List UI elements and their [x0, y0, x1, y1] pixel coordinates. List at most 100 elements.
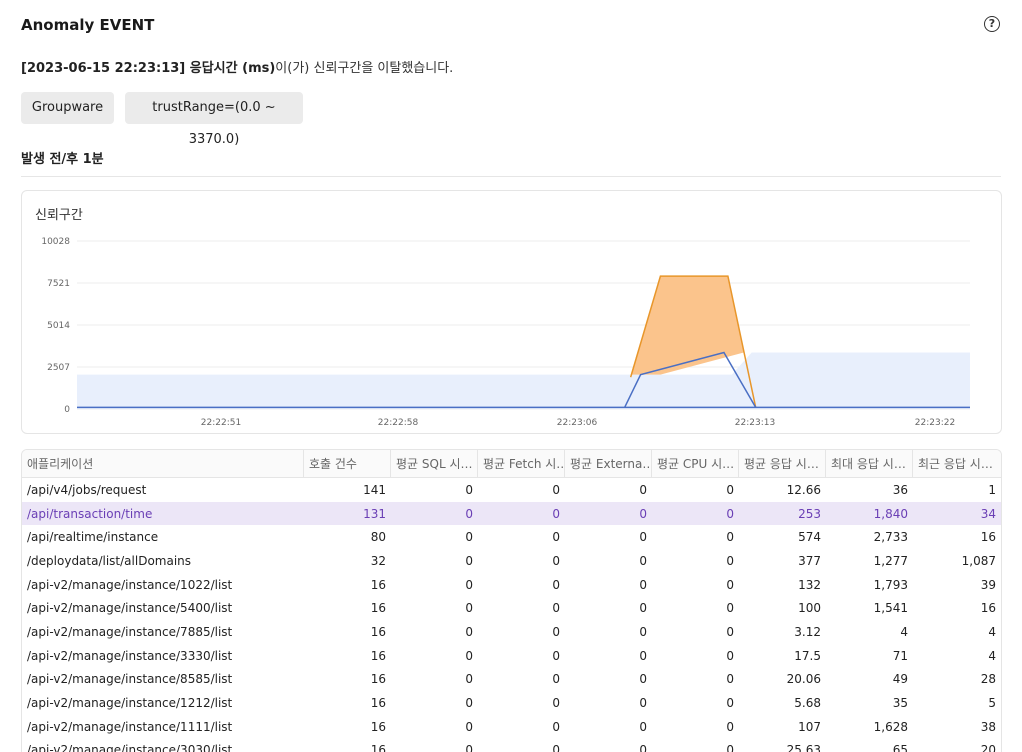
table-cell: 0 — [552, 482, 560, 497]
column-header[interactable]: 평균 CPU 시… — [652, 450, 739, 477]
table-row[interactable]: /api-v2/manage/instance/1022/list 16 0 0 0 0 1… — [22, 573, 1001, 597]
table-cell: 0 — [639, 672, 647, 687]
table-cell: 0 — [465, 601, 473, 616]
table-row[interactable]: /api/realtime/instance 80 0 0 0 0 574 2,733 16 — [22, 525, 1001, 549]
table-row[interactable]: /deploydata/list/allDomains 32 0 0 0 0 377 1,27… — [22, 549, 1001, 573]
table-row[interactable]: /api-v2/manage/instance/7885/list 16 0 0 0 0 3… — [22, 620, 1001, 644]
question-circle-icon[interactable]: ? — [984, 16, 1000, 32]
table-cell: /api-v2/manage/instance/3330/list — [27, 648, 233, 663]
tag-trust-range[interactable]: trustRange=(0.0 ~ 3370.0) — [125, 92, 303, 147]
table-cell: 0 — [465, 506, 473, 521]
table-cell: /api/v4/jobs/request — [27, 482, 147, 497]
table-cell: /api-v2/manage/instance/1022/list — [27, 577, 233, 592]
table-cell: 100 — [798, 601, 821, 616]
table-cell: 107 — [798, 719, 821, 734]
table-row[interactable]: /api-v2/manage/instance/1212/list 16 0 0 0 0 5… — [22, 691, 1001, 715]
column-header[interactable]: 평균 Externa… — [565, 450, 652, 477]
table-cell: /api-v2/manage/instance/1212/list — [27, 696, 233, 711]
table-cell: 1 — [988, 482, 996, 497]
table-cell: 0 — [726, 696, 734, 711]
anomaly-area — [630, 276, 744, 375]
table-cell: 132 — [798, 577, 821, 592]
table-cell: 2,733 — [873, 530, 908, 545]
table-cell: 0 — [552, 553, 560, 568]
section-title: 발생 전/후 1분 — [21, 152, 104, 167]
column-header[interactable]: 최대 응답 시… — [826, 450, 913, 477]
tag-app[interactable]: Groupware — [21, 92, 114, 124]
column-header[interactable]: 평균 Fetch 시… — [478, 450, 565, 477]
table-cell: 0 — [639, 530, 647, 545]
app-table: 애플리케이션 호출 건수 평균 SQL 시… 평균 Fetch 시… 평균 Extern… — [21, 449, 1002, 752]
column-header[interactable]: 호출 건수 — [304, 450, 391, 477]
table-cell: 0 — [639, 553, 647, 568]
table-cell: 0 — [465, 553, 473, 568]
table-cell: 17.5 — [794, 648, 821, 663]
confidence-chart[interactable]: 10028 7521 5014 2507 0 22:22:51 22:22:58 22:23:… — [22, 191, 1003, 435]
table-cell: 0 — [726, 506, 734, 521]
table-cell: 0 — [639, 506, 647, 521]
table-row[interactable]: /api/transaction/time 131 0 0 0 0 253 1,840 34 — [22, 501, 1001, 526]
table-cell: 1,840 — [873, 506, 908, 521]
table-cell: /api-v2/manage/instance/8585/list — [27, 672, 233, 687]
table-cell: 32 — [370, 553, 386, 568]
y-tick-label: 2507 — [47, 363, 70, 373]
table-cell: 16 — [370, 743, 386, 752]
anomaly-message: [2023-06-15 22:23:13] 응답시간 (ms)이(가) 신뢰구간… — [21, 57, 453, 76]
table-cell: 0 — [552, 601, 560, 616]
table-row[interactable]: /api-v2/manage/instance/5400/list 16 0 0 0 0 1… — [22, 596, 1001, 620]
table-cell: 16 — [370, 624, 386, 639]
table-cell: 0 — [726, 482, 734, 497]
table-cell: 0 — [552, 577, 560, 592]
table-cell: 80 — [370, 530, 386, 545]
table-cell: 71 — [892, 648, 908, 663]
trust-band — [77, 352, 970, 409]
table-cell: 0 — [465, 743, 473, 752]
table-row[interactable]: /api-v2/manage/instance/1111/list 16 0 0 0 0 1… — [22, 715, 1001, 739]
x-tick-label: 22:22:51 — [201, 418, 241, 428]
table-header: 애플리케이션 호출 건수 평균 SQL 시… 평균 Fetch 시… 평균 Extern… — [22, 450, 1001, 478]
message-time: [2023-06-15 22:23:13] 응답시간 (ms) — [21, 61, 276, 76]
column-header[interactable]: 평균 응답 시… — [739, 450, 826, 477]
table-cell: 141 — [363, 482, 386, 497]
chart-title: 신뢰구간 — [35, 208, 83, 223]
table-cell: 16 — [370, 696, 386, 711]
table-row[interactable]: /api/v4/jobs/request 141 0 0 0 0 12.66 36 1 — [22, 478, 1001, 502]
table-cell: 0 — [552, 743, 560, 752]
table-cell: 0 — [639, 719, 647, 734]
table-cell: 0 — [465, 482, 473, 497]
column-header[interactable]: 최근 응답 시… — [918, 457, 993, 471]
x-tick-label: 22:22:58 — [378, 418, 419, 428]
table-cell: 574 — [798, 530, 821, 545]
table-cell: 1,793 — [873, 577, 908, 592]
table-cell: /api-v2/manage/instance/1111/list — [27, 719, 233, 734]
table-cell: 0 — [465, 672, 473, 687]
table-cell: 25.63 — [786, 743, 821, 752]
table-cell: 16 — [980, 601, 996, 616]
table-cell: /api-v2/manage/instance/7885/list — [27, 624, 233, 639]
table-cell: 0 — [552, 506, 560, 521]
table-cell: 16 — [370, 672, 386, 687]
table-cell: 1,541 — [873, 601, 908, 616]
table-cell: 0 — [726, 601, 734, 616]
table-cell: 0 — [726, 530, 734, 545]
table-cell: /api/realtime/instance — [27, 530, 159, 545]
table-cell: 12.66 — [786, 482, 821, 497]
chart-card: 신뢰구간 10028 7521 5014 2507 0 22:22:51 22:22:58 2… — [21, 190, 1002, 434]
table-cell: 0 — [726, 553, 734, 568]
table-row[interactable]: /api-v2/manage/instance/8585/list 16 0 0 0 0 2… — [22, 668, 1001, 692]
table-cell: 0 — [465, 577, 473, 592]
table-cell: /deploydata/list/allDomains — [27, 553, 192, 568]
table-row[interactable]: /api-v2/manage/instance/3030/list 16 0 0 0 0 2… — [22, 739, 1001, 752]
column-header[interactable]: 평균 SQL 시… — [391, 450, 478, 477]
table-row[interactable]: /api-v2/manage/instance/3330/list 16 0 0 0 0 1… — [22, 644, 1001, 668]
y-tick-label: 0 — [64, 405, 70, 415]
table-cell: 16 — [370, 601, 386, 616]
table-cell: 0 — [726, 624, 734, 639]
table-cell: 1,087 — [961, 553, 996, 568]
table-cell: 4 — [900, 624, 908, 639]
table-cell: 4 — [988, 624, 996, 639]
table-cell: 20 — [980, 743, 996, 752]
column-header[interactable]: 애플리케이션 — [22, 450, 304, 477]
table-cell: 0 — [465, 648, 473, 663]
table-cell: 0 — [552, 719, 560, 734]
